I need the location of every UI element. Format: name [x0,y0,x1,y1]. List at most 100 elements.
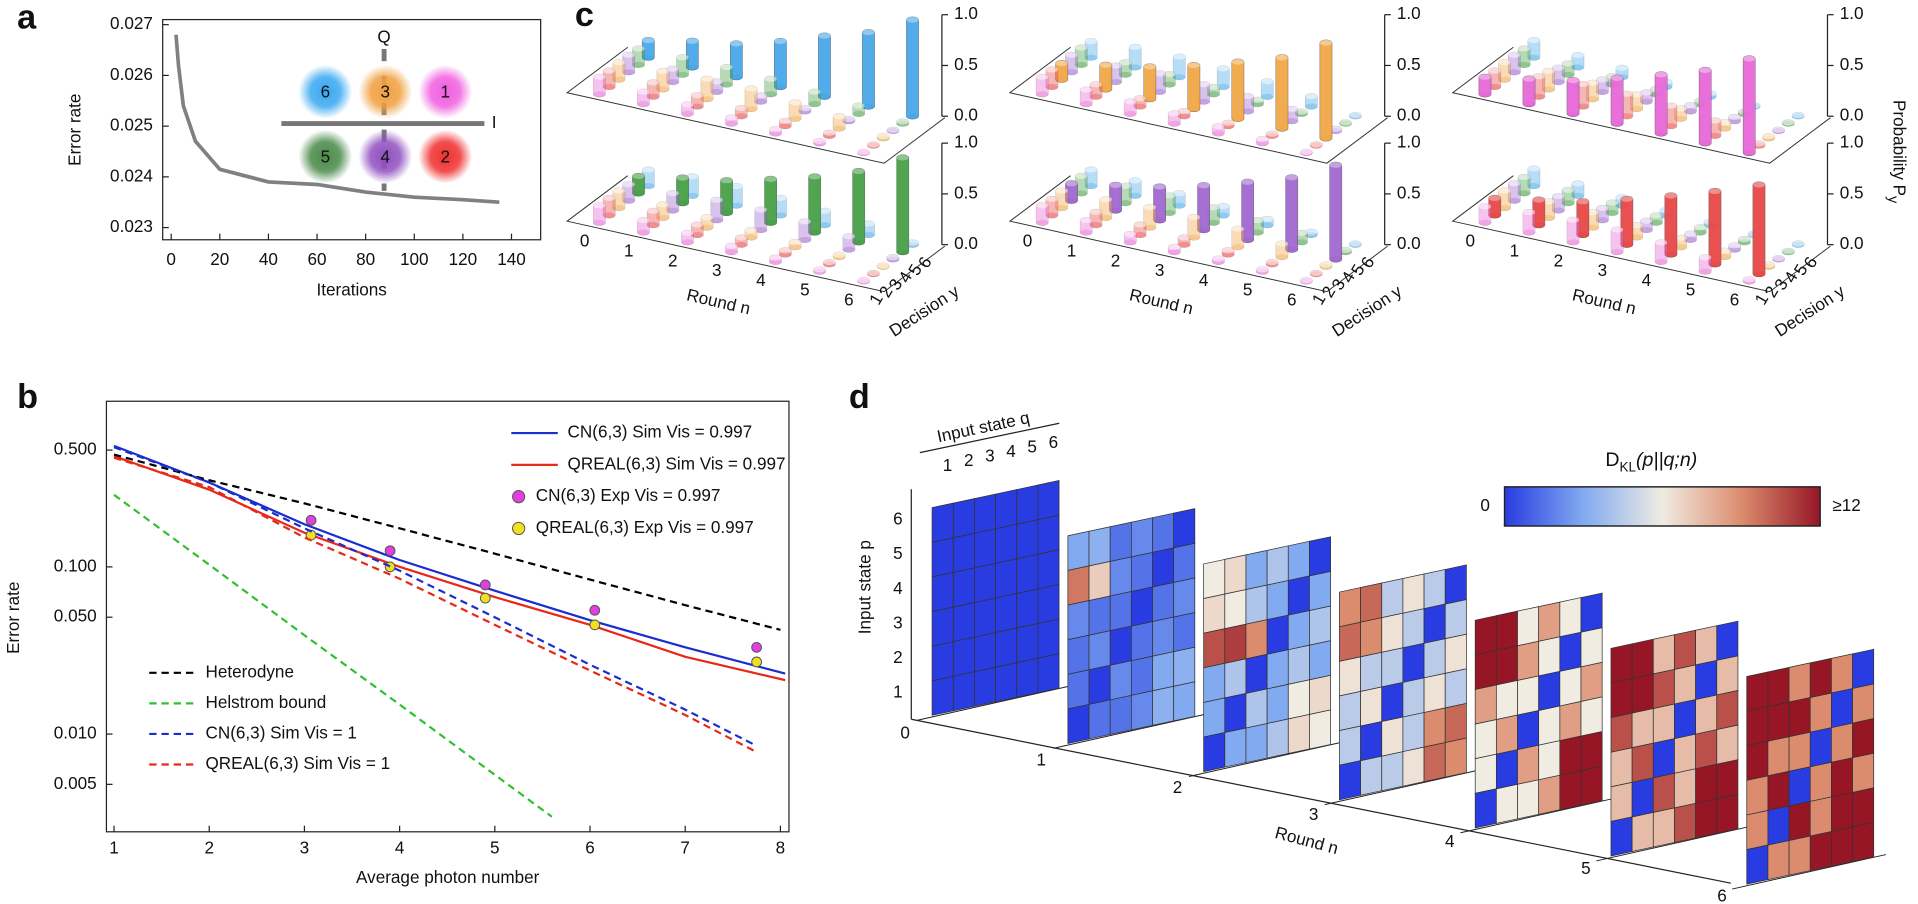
bar-base [735,113,748,120]
bar-cap [1251,217,1264,224]
bar-cap [1129,177,1142,184]
bar-cap [647,207,660,214]
bar-cap [1488,67,1501,74]
bar-cap [1163,192,1176,199]
bar-base [754,98,767,105]
legend-label: QREAL(6,3) Sim Vis = 0.997 [568,454,786,473]
bar-cap [818,32,831,39]
floor-edge [565,175,946,293]
y-tick-label: 0.050 [54,607,97,626]
bar-base [593,91,606,98]
bar [1153,183,1166,224]
bar-cap [1664,192,1678,199]
heatmap-cell [1266,718,1289,759]
z-tick-label: 1.0 [954,4,978,23]
heatmap-cell [1716,689,1739,731]
heatmap-cell [1580,627,1603,668]
heatmap-cell [1266,649,1289,690]
bar-cap [779,118,792,124]
bar-cap [1708,117,1722,124]
bar-cap [1762,133,1775,140]
heatmap-cell [1444,737,1467,778]
bar-base [622,69,635,76]
bar-base [1261,222,1274,229]
bar-base [1221,251,1235,258]
bar-base [1699,268,1712,275]
legend-label: Heterodyne [206,662,294,681]
bar-cap [1792,112,1805,119]
bar-cap [1699,254,1712,261]
heatmap-cell [1559,700,1582,742]
heatmap-cell [1016,484,1039,525]
bar-cap [1576,81,1589,88]
heatmap-cell [1538,774,1561,815]
bar-base [1177,241,1191,248]
bar-cap [1173,190,1186,197]
round-tick-label: 4 [756,271,766,290]
x-tick-label: 0 [166,250,176,269]
bar-cap [1708,188,1722,195]
bar-cap [1310,141,1323,148]
bar [676,174,689,207]
bar-cap [1552,64,1565,71]
bar-base [818,222,831,229]
heatmap-cell [1245,688,1268,729]
bar-cap [842,116,856,123]
bar [730,40,743,81]
bar-cap [1124,98,1137,105]
bar [1576,198,1590,239]
bar [818,32,831,100]
heatmap-cell [1538,670,1561,711]
bar-cap [754,92,767,99]
round-tick-label: 3 [1309,805,1319,824]
heatmap-cell [1809,796,1832,837]
bar-cap [1119,59,1132,66]
bar [1708,187,1722,268]
heatmap-cell [1173,542,1196,583]
bar-cap [798,105,811,112]
bar-base [779,251,792,258]
bar-cap [1339,247,1352,253]
heatmap-cell [1381,681,1404,722]
heatmap-cell [1381,578,1404,619]
heatmap-cell [1016,657,1039,698]
error-curve [174,34,500,205]
bar-base [764,91,777,98]
bar-cap [593,74,606,80]
bar-cap [808,88,821,95]
bar-cap [1153,183,1166,190]
bar-cap [1782,119,1795,126]
bar-cap [813,266,826,273]
bar-base [642,183,655,189]
heatmap-cell [1381,647,1404,688]
bar-cap [1532,73,1545,80]
heatmap-cell [1203,558,1226,599]
bar-base [1241,108,1254,115]
bar-base [1045,212,1059,219]
round-tick-label: 1 [1067,242,1077,261]
x-tick-label: 5 [490,838,500,857]
z-axis-label-sub: y [1884,196,1900,204]
z-tick-label: 1.0 [1840,133,1864,152]
bar-cap [735,234,748,241]
bar-cap [1168,243,1181,250]
heatmap-cell [952,532,975,573]
bar-cap [1295,230,1308,237]
heatmap-cell [1423,707,1446,748]
heatmap-cell [1245,722,1268,764]
bar-cap [1349,112,1362,119]
constellation-point [358,129,413,184]
z-axis-label-text: Probability P [1890,100,1909,196]
heatmap-cell [1559,735,1582,776]
bar-cap [1187,62,1200,69]
heatmap-cell [974,666,996,707]
heatmap-cell [1109,521,1132,562]
bar-cap [1596,205,1609,211]
constellation-point [418,129,473,184]
bar-cap [1571,52,1585,59]
bar-cap [1212,255,1225,262]
bar-cap [886,126,900,133]
bar-cap [1187,214,1200,220]
bar-base [647,93,660,100]
inset-axis-label: Q [377,27,390,46]
